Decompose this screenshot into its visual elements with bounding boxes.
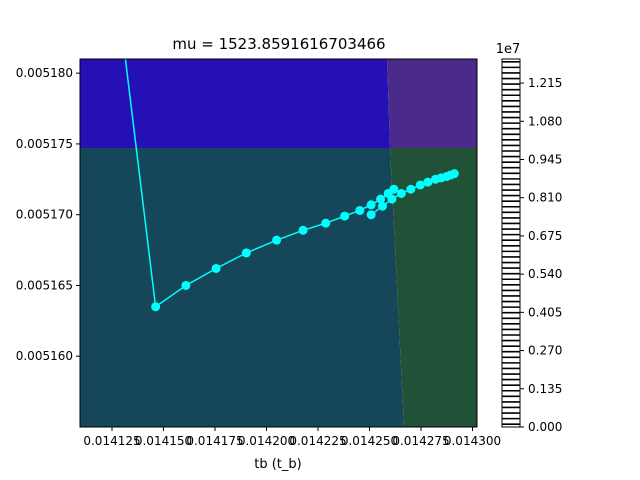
data-point bbox=[396, 188, 406, 198]
y-tick-label: 0.005160 bbox=[16, 349, 73, 363]
x-axis-label: tb (t_b) bbox=[254, 457, 301, 472]
colorbar-tick-label: 0.810 bbox=[528, 191, 562, 205]
colorbar-background bbox=[502, 59, 520, 427]
region-upper-right bbox=[387, 59, 477, 148]
data-point bbox=[423, 177, 433, 187]
x-tick-label: 0.014300 bbox=[444, 434, 501, 448]
colorbar-tick-label: 0.675 bbox=[528, 229, 562, 243]
data-point bbox=[321, 218, 331, 228]
x-tick-label: 0.014250 bbox=[341, 434, 398, 448]
data-point bbox=[211, 263, 221, 273]
data-point bbox=[389, 184, 399, 194]
data-point bbox=[181, 280, 191, 290]
x-tick-label: 0.014175 bbox=[186, 434, 243, 448]
data-point bbox=[387, 194, 397, 204]
y-tick-label: 0.005180 bbox=[16, 66, 73, 80]
y-axis: 0.005160 0.005165 0.005170 0.005175 0.005180 bbox=[16, 66, 80, 363]
data-point bbox=[376, 194, 386, 204]
colorbar-stripes bbox=[502, 59, 520, 427]
x-tick-label: 0.014200 bbox=[238, 434, 295, 448]
data-point bbox=[340, 211, 350, 221]
data-point bbox=[415, 180, 425, 190]
y-tick-label: 0.005165 bbox=[16, 278, 73, 292]
data-point bbox=[151, 302, 161, 312]
y-tick-label: 0.005175 bbox=[16, 137, 73, 151]
x-tick-label: 0.014150 bbox=[135, 434, 192, 448]
plot-area bbox=[79, 58, 478, 428]
chart-title: mu = 1523.8591616703466 bbox=[172, 35, 385, 53]
series-layer bbox=[124, 58, 459, 312]
x-tick-label: 0.014125 bbox=[83, 434, 140, 448]
plot-frame bbox=[79, 58, 478, 428]
data-point bbox=[377, 201, 387, 211]
colorbar-exponent-label: 1e7 bbox=[496, 42, 521, 57]
y-tick-label: 0.005170 bbox=[16, 208, 73, 222]
data-point bbox=[449, 169, 459, 179]
colorbar-tick-label: 0.135 bbox=[528, 382, 562, 396]
x-tick-label: 0.014275 bbox=[392, 434, 449, 448]
colorbar-tick-label: 0.405 bbox=[528, 305, 562, 319]
colorbar-tick-label: 0.540 bbox=[528, 267, 562, 281]
colorbar-tick-label: 0.270 bbox=[528, 344, 562, 358]
region-lower-right bbox=[390, 148, 477, 427]
colorbar-frame bbox=[501, 58, 521, 428]
data-point bbox=[272, 235, 282, 245]
x-tick-label: 0.014225 bbox=[289, 434, 346, 448]
colorbar-tick-label: 0.000 bbox=[528, 420, 562, 434]
colorbar-ticks: 0.000 0.135 0.270 0.405 0.540 0.675 0.810 0.945… bbox=[520, 76, 562, 434]
colorbar: 0.000 0.135 0.270 0.405 0.540 0.675 0.810 0.945… bbox=[496, 42, 563, 434]
data-point bbox=[241, 248, 251, 258]
region-upper-left bbox=[80, 59, 390, 148]
data-point bbox=[355, 205, 365, 215]
data-point bbox=[298, 225, 308, 235]
colorbar-tick-label: 1.215 bbox=[528, 76, 562, 90]
colorbar-tick-label: 0.945 bbox=[528, 152, 562, 166]
data-point bbox=[406, 184, 416, 194]
colorbar-tick-label: 1.080 bbox=[528, 114, 562, 128]
region-lower-left bbox=[80, 148, 404, 427]
data-point bbox=[366, 210, 376, 220]
data-point bbox=[366, 200, 376, 210]
x-axis: 0.0141250.0141500.0141750.0142000.014225… bbox=[83, 427, 501, 448]
